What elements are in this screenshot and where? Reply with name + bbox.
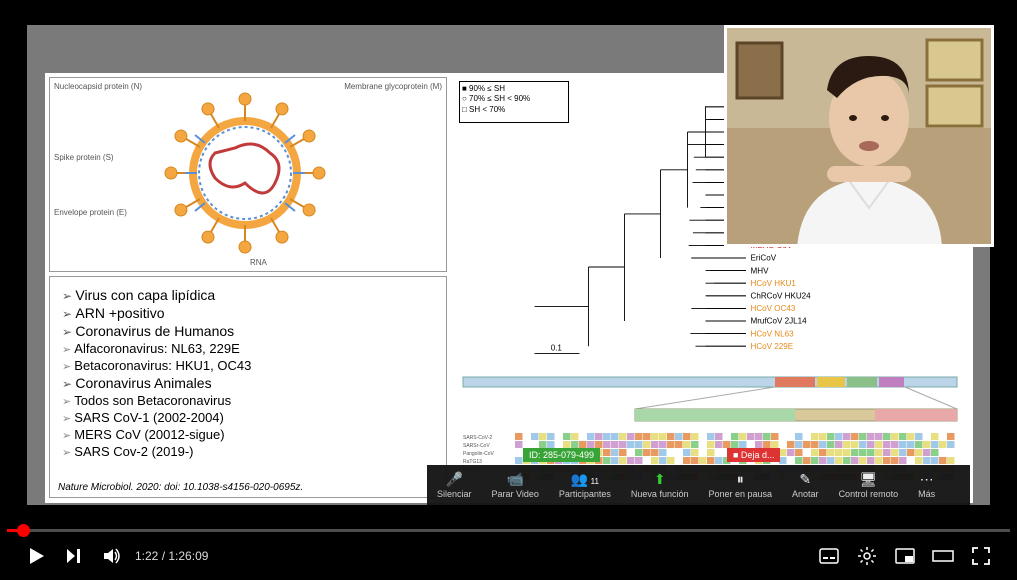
volume-button[interactable]	[93, 532, 131, 580]
theater-button[interactable]	[924, 532, 962, 580]
bullet-list: Virus con capa lipídica ARN +positivo Co…	[62, 287, 434, 459]
svg-text:Pangolin-CoV: Pangolin-CoV	[463, 451, 495, 457]
zoom-share-id: ID: 285-079-499	[529, 450, 594, 460]
svg-text:SARS-CoV-2: SARS-CoV-2	[463, 435, 492, 441]
bullet-item: MERS CoV (20012-sigue)	[62, 427, 434, 442]
virus-svg	[145, 88, 345, 258]
zoom-item-label: Nueva función	[631, 489, 689, 499]
tree-taxon: MHV	[751, 266, 770, 275]
bullet-list-panel: Virus con capa lipídica ARN +positivo Co…	[49, 276, 447, 498]
zoom-item-label: Más	[918, 489, 935, 499]
label-rna: RNA	[250, 258, 267, 267]
zoom-item-icon: 🎤	[446, 471, 463, 487]
subtitles-icon	[819, 548, 839, 564]
volume-icon	[102, 546, 122, 566]
tree-scale: 0.1	[551, 344, 563, 353]
bullet-item: Coronavirus Animales	[62, 375, 434, 391]
bullet-item: SARS CoV-1 (2002-2004)	[62, 410, 434, 425]
play-button[interactable]	[17, 532, 55, 580]
miniplayer-icon	[895, 548, 915, 564]
zoom-toolbar-item[interactable]: 🖥 Control remoto	[829, 471, 909, 499]
tree-taxon: ChRCoV HKU24	[751, 292, 812, 301]
bullet-item: Coronavirus de Humanos	[62, 323, 434, 339]
label-envelope: Envelope protein (E)	[54, 208, 127, 217]
zoom-item-label: Poner en pausa	[708, 489, 772, 499]
fullscreen-icon	[972, 547, 990, 565]
bullet-item: ARN +positivo	[62, 305, 434, 321]
theater-icon	[932, 548, 954, 564]
label-spike: Spike protein (S)	[54, 153, 114, 162]
bullet-item: SARS Cov-2 (2019-)	[62, 444, 434, 459]
zoom-toolbar-item[interactable]: 🎤 Silenciar	[427, 471, 482, 499]
tree-taxon: EriCoV	[751, 254, 777, 263]
zoom-share-strip[interactable]: ID: 285-079-499	[523, 448, 600, 462]
bullet-item: Betacoronavirus: HKU1, OC43	[62, 358, 434, 373]
zoom-item-label: Anotar	[792, 489, 819, 499]
tree-taxon: HCoV OC43	[751, 304, 796, 313]
video-frame: Nucleocapsid protein (N) Membrane glycop…	[7, 7, 1010, 517]
fullscreen-button[interactable]	[962, 532, 1000, 580]
youtube-controls: 1:22 / 1:26:09	[7, 532, 1010, 580]
zoom-item-icon: ✎	[799, 471, 811, 487]
play-icon	[26, 546, 46, 566]
svg-text:SARSr-CoV: SARSr-CoV	[463, 443, 490, 449]
time-current: 1:22	[135, 549, 158, 563]
bullet-item: Virus con capa lipídica	[62, 287, 434, 303]
label-nucleocapsid: Nucleocapsid protein (N)	[54, 82, 142, 91]
label-membrane: Membrane glycoprotein (M)	[344, 82, 442, 91]
time-total: 1:26:09	[168, 549, 208, 563]
miniplayer-button[interactable]	[886, 532, 924, 580]
tree-taxon: MrufCoV 2JL14	[751, 317, 808, 326]
presenter-webcam	[724, 25, 994, 247]
youtube-time: 1:22 / 1:26:09	[135, 549, 208, 563]
next-icon	[65, 547, 83, 565]
zoom-item-label: Control remoto	[839, 489, 899, 499]
zoom-toolbar-item[interactable]: ⋯ Más	[908, 471, 945, 499]
zoom-item-icon: ⋯	[920, 471, 934, 487]
settings-button[interactable]	[848, 532, 886, 580]
zoom-item-icon: ⬆	[654, 471, 666, 487]
zoom-item-label: Parar Video	[492, 489, 539, 499]
zoom-item-label: Silenciar	[437, 489, 472, 499]
gear-icon	[857, 546, 877, 566]
video-player-container: Nucleocapsid protein (N) Membrane glycop…	[0, 0, 1017, 580]
citation-text: Nature Microbiol. 2020: doi: 10.1038-s41…	[58, 482, 303, 493]
zoom-toolbar: 🎤 Silenciar 📹 Parar Video 👥 11 Participantes ⬆…	[427, 465, 970, 505]
next-button[interactable]	[55, 532, 93, 580]
tree-taxon: HCoV NL63	[751, 329, 795, 338]
zoom-item-icon: 👥 11	[571, 471, 599, 487]
zoom-stop-share-button[interactable]: ■ Deja d...	[727, 448, 780, 462]
zoom-toolbar-item[interactable]: ⬆ Nueva función	[621, 471, 699, 499]
virus-structure-diagram: Nucleocapsid protein (N) Membrane glycop…	[49, 77, 447, 272]
zoom-toolbar-item[interactable]: 👥 11 Participantes	[549, 471, 621, 499]
bullet-item: Alfacoronavirus: NL63, 229E	[62, 341, 434, 356]
zoom-item-icon: 📹	[506, 471, 523, 487]
bullet-item: Todos son Betacoronavirus	[62, 393, 434, 408]
zoom-stop-share-label: ■ Deja d...	[733, 450, 774, 460]
zoom-item-label: Participantes	[559, 489, 611, 499]
zoom-toolbar-item[interactable]: ✎ Anotar	[782, 471, 829, 499]
tree-taxon: HCoV HKU1	[751, 279, 797, 288]
subtitles-button[interactable]	[810, 532, 848, 580]
zoom-item-icon: ⏸	[737, 471, 744, 487]
zoom-toolbar-item[interactable]: 📹 Parar Video	[482, 471, 549, 499]
tree-taxon: HCoV 229E	[751, 342, 794, 351]
zoom-item-icon: 🖥	[859, 471, 877, 487]
zoom-toolbar-item[interactable]: ⏸ Poner en pausa	[698, 471, 782, 499]
